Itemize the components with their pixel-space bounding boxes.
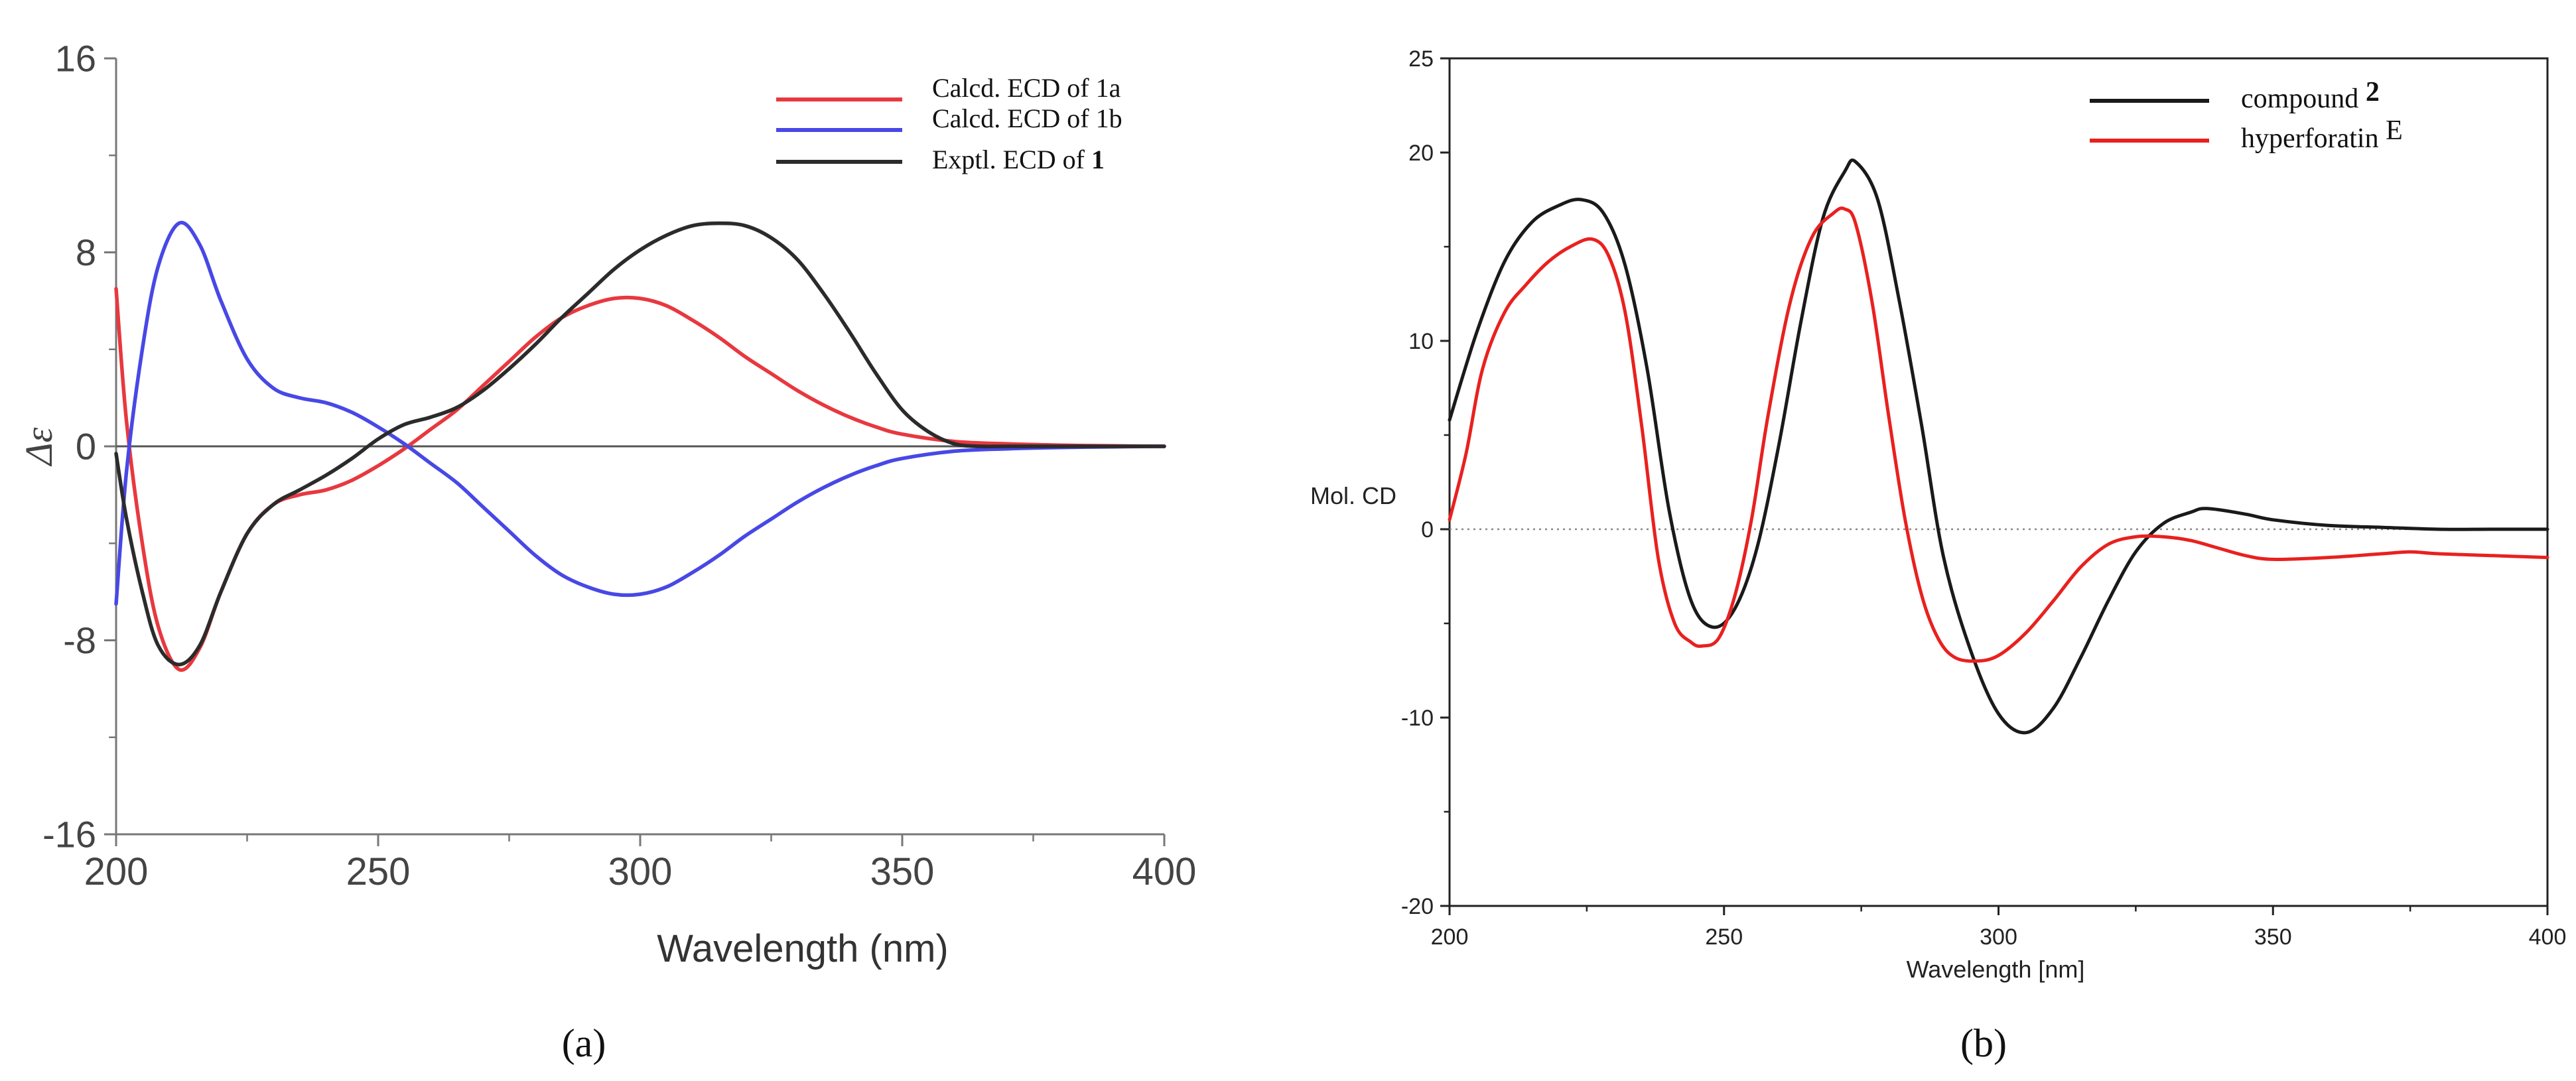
panel-a-caption: (a) <box>562 1021 606 1065</box>
x-tick-label: 350 <box>2254 924 2292 950</box>
x-tick-label: 400 <box>1132 850 1197 893</box>
legend-label-hyperforatin-e: hyperforatin E <box>2241 115 2403 154</box>
panel-b-x-ticks: 200 250 300 350 400 <box>1431 906 2567 950</box>
legend-label-compound-2-bold: 2 <box>2366 77 2380 107</box>
panel-a-y-axis-label: Δε <box>17 427 60 466</box>
legend-label-hyperforatin-e-sup: E <box>2386 115 2403 146</box>
x-tick-label: 400 <box>2529 924 2567 950</box>
panel-a-chart: 16 8 0 -8 -16 200 250 300 350 400 Wavelength (nm… <box>17 38 1196 1065</box>
panel-b-x-axis-label: Wavelength [nm] <box>1907 956 2085 983</box>
panel-a-x-axis-label: Wavelength (nm) <box>657 927 948 970</box>
x-tick-label: 200 <box>1431 924 1469 950</box>
x-tick-label: 250 <box>346 850 411 893</box>
y-tick-label: -16 <box>42 814 96 856</box>
series-line-exptl-ecd-of-1 <box>114 221 1166 667</box>
y-tick-label: -10 <box>1401 706 1434 731</box>
y-tick-label: 16 <box>55 38 96 80</box>
legend-label-exptl-1-main: Exptl. ECD of <box>932 145 1091 174</box>
legend-label-exptl-1-bold: 1 <box>1091 145 1105 174</box>
x-tick-label: 300 <box>608 850 673 893</box>
legend-label-compound-2-main: compound <box>2241 84 2366 114</box>
panel-a-legend: Calcd. ECD of 1a Calcd. ECD of 1b Exptl.… <box>776 73 1122 174</box>
panel-b-y-axis-label: Mol. CD <box>1310 482 1396 509</box>
x-tick-label: 300 <box>1980 924 2017 950</box>
series-line-hyperforatin-e <box>1448 206 2549 663</box>
y-tick-label: 20 <box>1408 141 1434 166</box>
y-tick-label: 0 <box>1421 517 1434 542</box>
panel-b-y-ticks: 25 20 10 0 -10 -20 <box>1401 46 1450 919</box>
y-tick-label: -20 <box>1401 894 1434 919</box>
legend-label-calcd-1a: Calcd. ECD of 1a <box>932 73 1121 103</box>
series-line-compound-2 <box>1448 158 2549 735</box>
legend-label-calcd-1b: Calcd. ECD of 1b <box>932 103 1122 133</box>
panel-b-caption: (b) <box>1960 1021 2007 1065</box>
panel-a-y-ticks: 16 8 0 -8 -16 <box>42 38 116 856</box>
x-tick-label: 350 <box>870 850 935 893</box>
series-line-calcd-ecd-of-1b <box>114 220 1166 606</box>
panel-b-chart: 25 20 10 0 -10 -20 200 250 300 350 400 Wavelength… <box>1310 46 2566 1065</box>
panel-a-x-ticks: 200 250 300 350 400 <box>84 834 1197 893</box>
panel-a-series-group <box>114 220 1166 672</box>
legend-label-compound-2: compound 2 <box>2241 77 2380 114</box>
series-line-calcd-ecd-of-1a <box>114 286 1166 672</box>
y-tick-label: 0 <box>76 426 96 468</box>
y-tick-label: 25 <box>1408 46 1434 72</box>
x-tick-label: 250 <box>1705 924 1743 950</box>
y-tick-label: -8 <box>63 619 96 661</box>
x-tick-label: 200 <box>84 850 149 893</box>
y-tick-label: 8 <box>76 231 96 273</box>
panel-b-series-group <box>1448 158 2549 735</box>
legend-label-hyperforatin-e-main: hyperforatin <box>2241 123 2386 154</box>
panel-b-legend: compound 2 hyperforatin E <box>2090 77 2403 154</box>
legend-label-exptl-1: Exptl. ECD of 1 <box>932 145 1105 174</box>
panel-b-plot-frame <box>1448 57 2549 907</box>
y-tick-label: 10 <box>1408 329 1434 354</box>
